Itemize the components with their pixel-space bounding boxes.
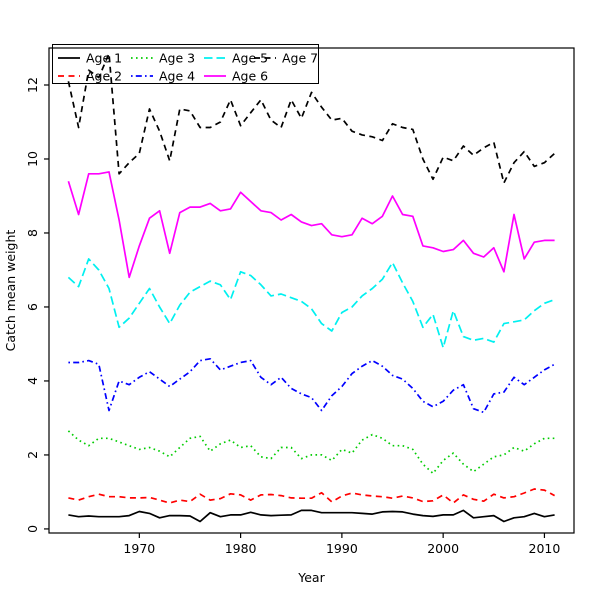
series-lines	[67, 52, 556, 523]
legend: Age 1 Age 2 Age 3 Age 4 Age 5 Age 6 Age 7	[52, 44, 319, 84]
legend-label-age-6: Age 6	[232, 69, 268, 84]
x-axis: 1970 1980 1990 2000 2010	[123, 533, 560, 556]
series-age-3	[67, 430, 555, 475]
series-age-1	[68, 509, 555, 523]
legend-label-age-5: Age 5	[232, 51, 268, 66]
x-tick-label: 1970	[123, 541, 155, 556]
y-tick-label: 2	[25, 451, 40, 459]
plot-border	[48, 47, 575, 534]
series-age-6	[67, 171, 555, 279]
y-axis-title: Catch mean weight	[3, 230, 18, 352]
y-tick-label: 4	[25, 377, 40, 385]
x-tick-label: 1980	[225, 541, 257, 556]
series-age-4	[68, 357, 556, 414]
x-tick-label: 2010	[529, 541, 561, 556]
x-axis-title: Year	[297, 570, 325, 585]
y-tick-label: 10	[25, 151, 40, 167]
legend-label-age-4: Age 4	[159, 69, 195, 84]
legend-label-age-3: Age 3	[159, 51, 195, 66]
y-tick-label: 0	[25, 525, 40, 533]
legend-label-age-2: Age 2	[86, 69, 122, 84]
legend-label-age-7: Age 7	[282, 51, 318, 66]
y-axis: 0 2 4 6 8 10 12	[25, 77, 49, 533]
x-tick-label: 2000	[427, 541, 459, 556]
y-tick-label: 12	[25, 77, 40, 93]
series-age-7	[67, 52, 556, 184]
legend-box	[52, 44, 319, 84]
series-age-5	[67, 258, 555, 349]
series-age-2	[68, 488, 556, 504]
x-tick-label: 1990	[326, 541, 358, 556]
legend-label-age-1: Age 1	[86, 51, 122, 66]
y-tick-label: 8	[25, 229, 40, 237]
y-tick-label: 6	[25, 303, 40, 311]
